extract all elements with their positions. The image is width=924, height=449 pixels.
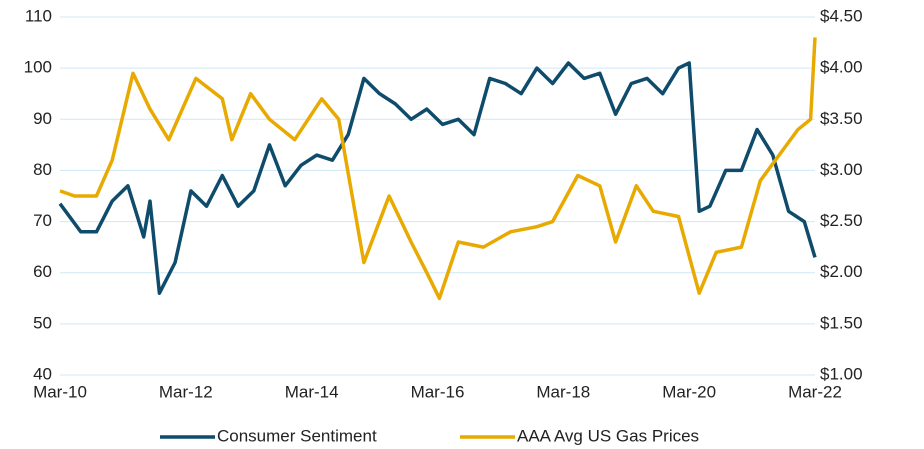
y-tick-label: 80	[33, 160, 52, 179]
legend-label: AAA Avg US Gas Prices	[517, 426, 699, 445]
y2-tick-label: $1.50	[820, 313, 863, 332]
y-tick-label: 100	[24, 58, 52, 77]
y2-tick-label: $2.00	[820, 262, 863, 281]
y2-tick-label: $3.00	[820, 160, 863, 179]
x-tick-label: Mar-12	[159, 382, 213, 401]
y-tick-label: 110	[25, 6, 52, 25]
legend-label: Consumer Sentiment	[217, 426, 377, 445]
y2-tick-label: $4.00	[820, 58, 863, 77]
y2-tick-label: $3.50	[820, 109, 863, 128]
line-series	[58, 61, 817, 295]
x-tick-label: Mar-10	[33, 382, 87, 401]
x-tick-label: Mar-20	[662, 382, 716, 401]
x-tick-label: Mar-22	[788, 382, 842, 401]
x-tick-label: Mar-14	[285, 382, 339, 401]
y-tick-label: 50	[33, 313, 52, 332]
y-tick-label: 90	[33, 109, 52, 128]
y2-tick-label: $4.50	[820, 6, 863, 25]
y2-tick-label: $1.00	[820, 364, 863, 383]
x-tick-label: Mar-16	[411, 382, 465, 401]
y2-tick-label: $2.50	[820, 211, 863, 230]
x-tick-label: Mar-18	[536, 382, 590, 401]
line-series	[59, 37, 817, 301]
y-tick-label: 60	[33, 262, 52, 281]
y-tick-label: 70	[33, 211, 52, 230]
y-tick-label: 40	[33, 364, 52, 383]
